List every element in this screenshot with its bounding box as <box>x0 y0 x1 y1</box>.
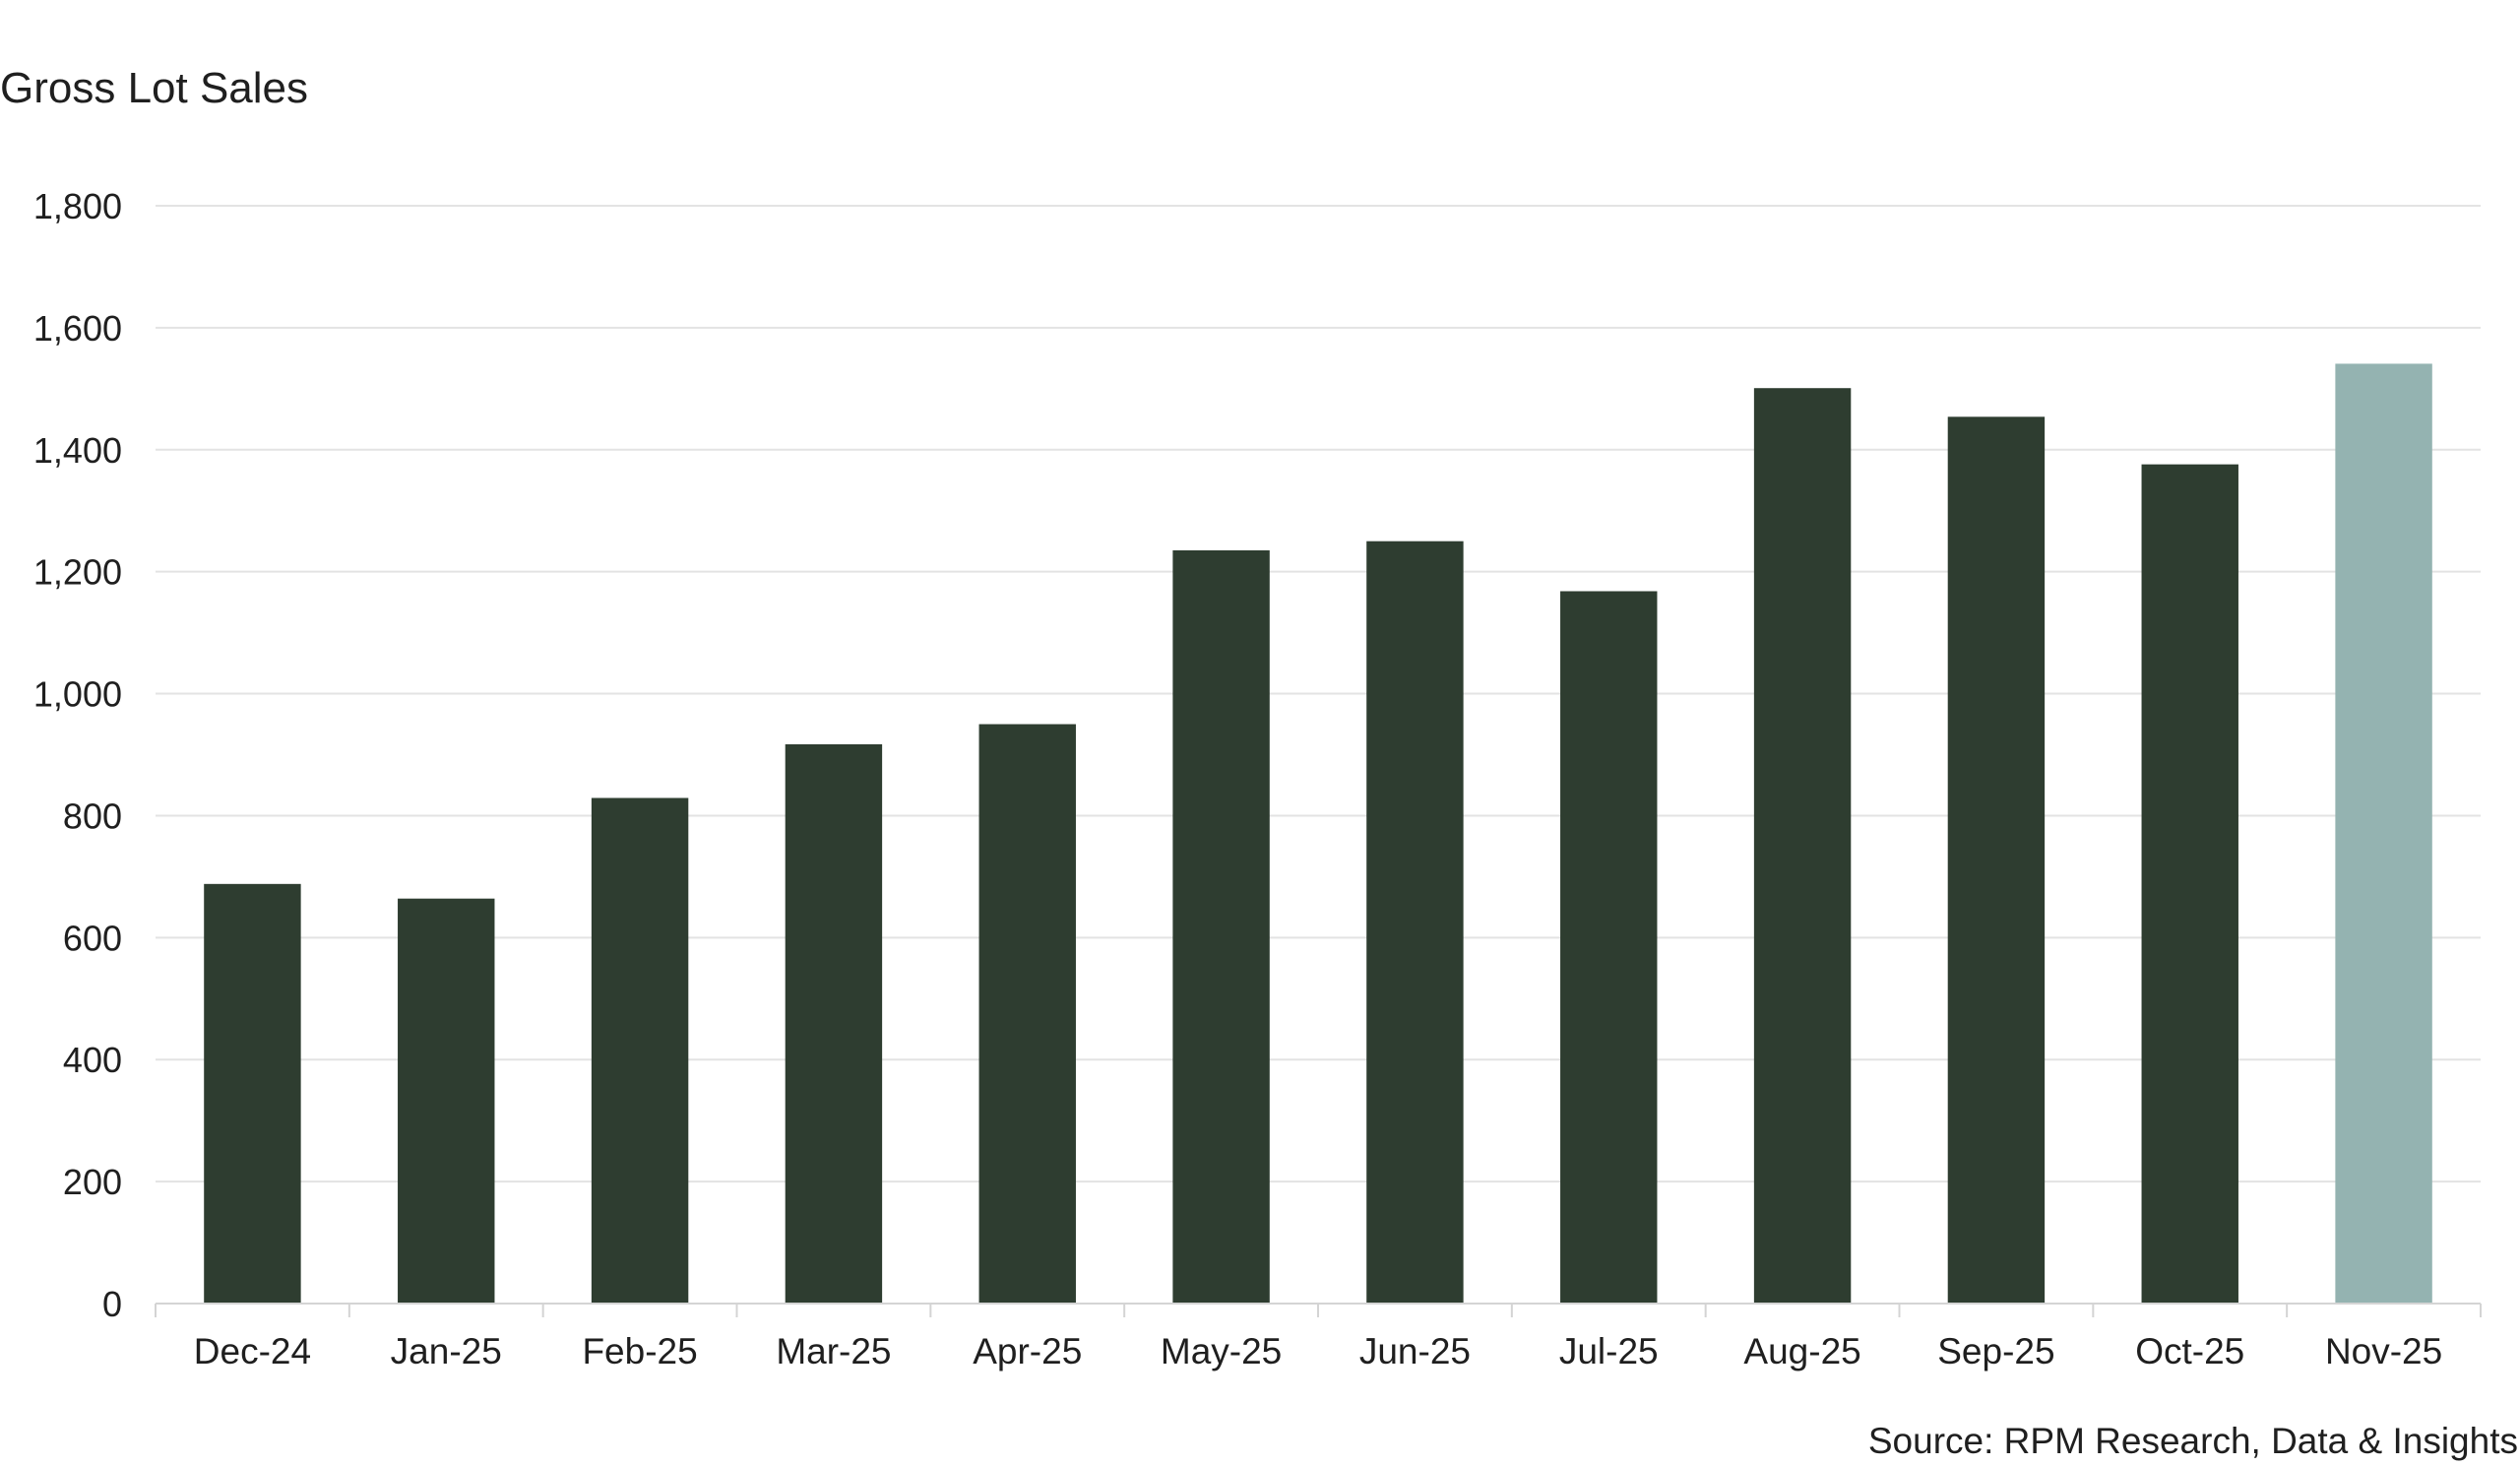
y-axis-tick-labels: 0 200 400 600 800 1,000 1,200 1,400 1,600 1,800 <box>33 186 122 1324</box>
y-tick-label: 1,200 <box>33 552 122 593</box>
y-tick-label: 1,000 <box>33 674 122 715</box>
x-tick-label: May-25 <box>1161 1331 1282 1371</box>
x-tick-label: Dec-24 <box>194 1331 311 1371</box>
x-tick-label: Apr-25 <box>973 1331 1082 1371</box>
x-tick-label: Mar-25 <box>776 1331 891 1371</box>
x-tick-label: Jan-25 <box>391 1331 502 1371</box>
y-tick-label: 0 <box>102 1284 122 1324</box>
x-axis-tick-marks <box>155 1304 2482 1317</box>
bar-jan-25 <box>398 898 495 1304</box>
x-tick-label: Feb-25 <box>582 1331 697 1371</box>
y-tick-label: 1,600 <box>33 308 122 349</box>
bar-dec-24 <box>204 883 301 1304</box>
gridlines <box>156 205 2481 1183</box>
x-tick-label: Sep-25 <box>1937 1331 2054 1371</box>
y-tick-label: 400 <box>63 1040 122 1080</box>
x-tick-label: Jul-25 <box>1559 1331 1659 1371</box>
x-tick-label: Nov-25 <box>2325 1331 2442 1371</box>
bar-oct-25 <box>2141 464 2238 1305</box>
x-tick-label: Jun-25 <box>1359 1331 1471 1371</box>
y-tick-label: 600 <box>63 918 122 958</box>
x-tick-label: Oct-25 <box>2135 1331 2244 1371</box>
bar-jul-25 <box>1560 591 1658 1304</box>
bar-jun-25 <box>1366 541 1464 1304</box>
bar-may-25 <box>1172 549 1270 1304</box>
bar-apr-25 <box>978 724 1076 1304</box>
x-axis-tick-labels: Dec-24 Jan-25 Feb-25 Mar-25 Apr-25 May-25 Jun-… <box>194 1331 2442 1371</box>
source-note: Source: RPM Research, Data & Insights <box>1868 1421 2518 1461</box>
y-tick-label: 800 <box>63 796 122 836</box>
bar-mar-25 <box>785 743 883 1304</box>
y-tick-label: 1,400 <box>33 430 122 471</box>
bars <box>204 363 2432 1305</box>
x-tick-label: Aug-25 <box>1743 1331 1860 1371</box>
bar-nov-25 <box>2335 363 2432 1304</box>
bar-sep-25 <box>1947 416 2046 1305</box>
y-tick-label: 200 <box>63 1162 122 1202</box>
bar-feb-25 <box>591 797 689 1304</box>
y-tick-label: 1,800 <box>33 186 122 226</box>
bar-aug-25 <box>1753 388 1852 1305</box>
chart-title: Gross Lot Sales <box>0 64 308 112</box>
